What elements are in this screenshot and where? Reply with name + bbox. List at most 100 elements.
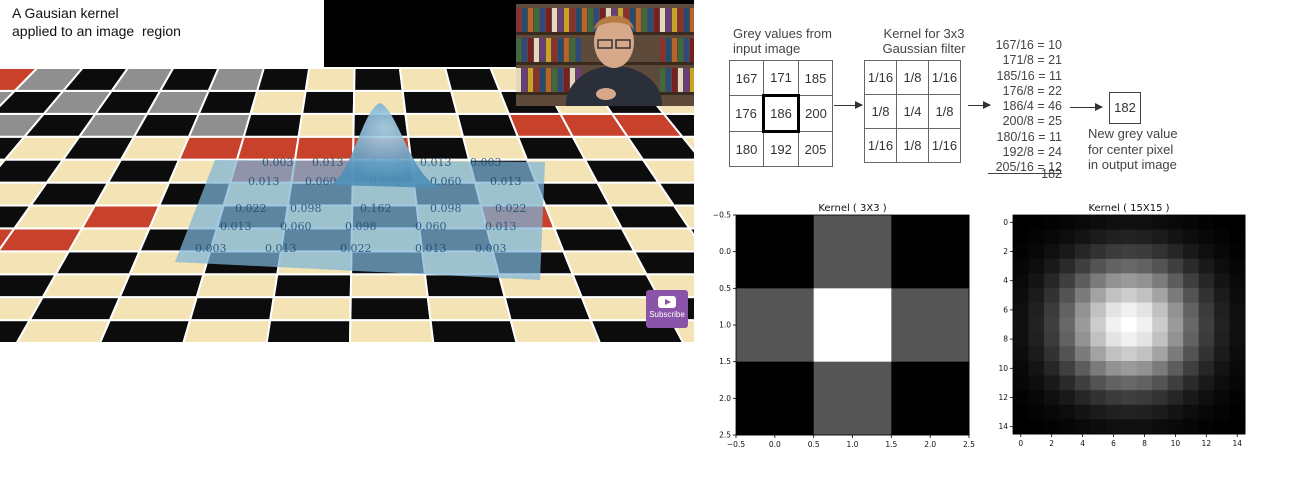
heatmap-cell: [1214, 273, 1231, 289]
x-tick-label: 2.5: [963, 440, 975, 449]
heatmap-cell: [1152, 390, 1169, 406]
heatmap-cell: [1059, 229, 1076, 245]
heatmap-cell: [1121, 273, 1138, 289]
heatmap-cell: [1229, 288, 1246, 304]
heatmap-cell: [1183, 419, 1200, 435]
heatmap-cell: [1028, 404, 1045, 420]
kernel-grid-cell: 1/8: [896, 128, 929, 163]
sum-line: [988, 173, 1062, 174]
heatmap-cell: [1074, 361, 1091, 377]
input-label: Grey values from input image: [733, 26, 832, 56]
heatmap-cell: [1013, 288, 1029, 304]
x-tick-label: 0.5: [808, 440, 820, 449]
heatmap-cell: [1214, 390, 1231, 406]
heatmap-cell: [1105, 302, 1122, 318]
overlay-value: 0.022: [235, 202, 267, 215]
heatmap-cell: [1198, 361, 1215, 377]
heatmap-cell: [1043, 244, 1060, 260]
heatmap-cell: [1167, 390, 1184, 406]
y-tick-label: 12: [998, 393, 1008, 402]
heatmap-cell: [1214, 244, 1231, 260]
heatmap-cell: [1167, 346, 1184, 362]
heatmap-cell: [1105, 419, 1122, 435]
heatmap-cell: [1090, 390, 1107, 406]
overlay-value: 0.013: [485, 220, 517, 233]
y-tick-label: −0.5: [713, 211, 731, 220]
heatmap-cell: [1090, 419, 1107, 435]
heatmap-cell: [1183, 288, 1200, 304]
heatmap-cell: [1152, 375, 1169, 391]
heatmap-cell: [1013, 419, 1029, 435]
heatmap-cell: [1152, 258, 1169, 274]
heatmap-cell: [1074, 419, 1091, 435]
heatmap-cell: [1059, 215, 1076, 231]
heatmap-cell: [1028, 361, 1045, 377]
video-frame[interactable]: 0.003 0.013 0.022 0.013 0.003 0.013 0.060 0.098…: [0, 0, 694, 343]
x-tick-label: 2: [1049, 439, 1054, 448]
calc-line-item: 192/8 = 24: [1002, 145, 1062, 160]
heatmap-cell: [891, 288, 970, 363]
input-grid-cell: 200: [798, 95, 833, 132]
caption-line-2: applied to an image region: [12, 23, 181, 39]
heatmap-cell: [1059, 273, 1076, 289]
heatmap-cell: [1074, 317, 1091, 333]
heatmap-cell: [1013, 390, 1029, 406]
heatmap-cell: [1136, 317, 1153, 333]
kernel-grid: 1/16 1/8 1/16 1/8 1/4 1/8 1/16 1/8 1/16: [864, 60, 961, 163]
heatmap-cell: [1105, 288, 1122, 304]
heatmap-cell: [1167, 244, 1184, 260]
input-grid-cell: 185: [798, 60, 833, 96]
plot-title: Kernel ( 3X3 ): [818, 203, 886, 214]
heatmap-cell: [813, 288, 892, 363]
heatmap-cell: [1090, 215, 1107, 231]
heatmap-cell: [1105, 390, 1122, 406]
heatmap-cell: [1059, 361, 1076, 377]
kernel-grid-cell: 1/8: [864, 94, 897, 129]
heatmap-cell: [1074, 273, 1091, 289]
kernel-overlay-patch: [175, 160, 545, 280]
overlay-value: 0.060: [430, 175, 462, 188]
heatmap-cell: [1059, 258, 1076, 274]
heatmap-cell: [1028, 215, 1045, 231]
heatmap-cell: [1105, 215, 1122, 231]
heatmap-cell: [1229, 331, 1246, 347]
heatmap-cell: [736, 361, 815, 436]
heatmap-cell: [1121, 375, 1138, 391]
heatmap-cell: [1043, 215, 1060, 231]
heatmap-cell: [1043, 288, 1060, 304]
heatmap-cell: [1214, 375, 1231, 391]
heatmap-cell: [1136, 404, 1153, 420]
arrow-2: [968, 101, 991, 109]
heatmap-cell: [1229, 258, 1246, 274]
heatmap-cell: [1136, 375, 1153, 391]
heatmap-cell: [1105, 244, 1122, 260]
heatmap-cell: [1090, 361, 1107, 377]
heatmap-cell: [1043, 258, 1060, 274]
heatmap-cell: [1136, 229, 1153, 245]
plot-kernel-3x3: Kernel ( 3X3 ) −0.5 0.0 0.5 1.0 1.5 2.0 2.5 −0.5…: [700, 198, 990, 458]
heatmap-cell: [1028, 419, 1045, 435]
x-tick-label: 6: [1111, 439, 1116, 448]
heatmap-cell: [1183, 302, 1200, 318]
heatmap-cell: [1028, 258, 1045, 274]
heatmap-cell: [1214, 229, 1231, 245]
heatmap-cell: [1152, 229, 1169, 245]
subscribe-button[interactable]: Subscribe: [646, 290, 688, 328]
heatmap-cell: [1059, 302, 1076, 318]
heatmap-cell: [1074, 258, 1091, 274]
heatmap-cell: [1152, 302, 1169, 318]
heatmap-cell: [1121, 419, 1138, 435]
kernel-grid-cell: 1/4: [896, 94, 929, 129]
calc-line-item: 186/4 = 46: [1002, 99, 1062, 114]
calc-line-item: 176/8 = 22: [1002, 83, 1062, 98]
heatmap-cell: [1183, 273, 1200, 289]
result-box: 182: [1109, 92, 1141, 124]
heatmap-cell: [1074, 346, 1091, 362]
heatmap-cell: [1167, 375, 1184, 391]
heatmap-cell: [1059, 404, 1076, 420]
heatmap-cell: [1167, 317, 1184, 333]
heatmap-cell: [1074, 288, 1091, 304]
heatmap-cell: [1059, 244, 1076, 260]
overlay-value: 0.013: [220, 220, 252, 233]
heatmap-cell: [1198, 375, 1215, 391]
